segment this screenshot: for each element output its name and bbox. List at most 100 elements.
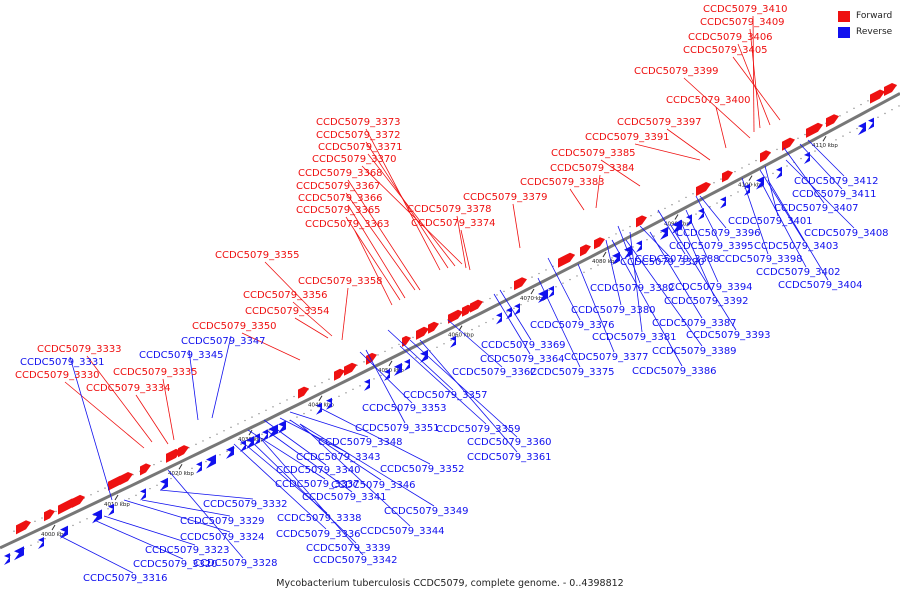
forward-gene-label[interactable]: CCDC5079_3365: [296, 205, 381, 216]
forward-gene-label[interactable]: CCDC5079_3397: [617, 117, 702, 128]
reverse-gene-label[interactable]: CCDC5079_3407: [774, 203, 859, 214]
forward-gene-label[interactable]: CCDC5079_3399: [634, 66, 719, 77]
reverse-gene-label[interactable]: CCDC5079_3364: [480, 354, 565, 365]
minor-tick: [345, 392, 347, 394]
reverse-gene-label[interactable]: CCDC5079_3345: [139, 350, 224, 361]
reverse-gene-label[interactable]: CCDC5079_3381: [592, 332, 677, 343]
forward-gene-label[interactable]: CCDC5079_3372: [316, 130, 401, 141]
reverse-gene-label[interactable]: CCDC5079_3398: [718, 254, 803, 265]
reverse-gene-label[interactable]: CCDC5079_3331: [20, 357, 105, 368]
reverse-gene-label[interactable]: CCDC5079_3328: [193, 558, 278, 569]
forward-gene-label[interactable]: CCDC5079_3370: [312, 154, 397, 165]
reverse-gene-label[interactable]: CCDC5079_3332: [203, 499, 288, 510]
forward-gene-label[interactable]: CCDC5079_3366: [298, 193, 383, 204]
reverse-gene-label[interactable]: CCDC5079_3369: [481, 340, 566, 351]
forward-gene-label[interactable]: CCDC5079_3379: [463, 192, 548, 203]
reverse-gene-label[interactable]: CCDC5079_3408: [804, 228, 889, 239]
forward-gene-label[interactable]: CCDC5079_3367: [296, 181, 381, 192]
reverse-gene-label[interactable]: CCDC5079_3323: [145, 545, 230, 556]
forward-gene-label[interactable]: CCDC5079_3371: [318, 142, 403, 153]
forward-gene-label[interactable]: CCDC5079_3374: [411, 218, 496, 229]
reverse-gene-label[interactable]: CCDC5079_3348: [318, 437, 403, 448]
forward-gene-label[interactable]: CCDC5079_3330: [15, 370, 100, 381]
reverse-gene-label[interactable]: CCDC5079_3316: [83, 573, 168, 584]
reverse-gene-label[interactable]: CCDC5079_3360: [467, 437, 552, 448]
reverse-gene-label[interactable]: CCDC5079_3361: [467, 452, 552, 463]
minor-tick: [713, 182, 715, 184]
forward-gene-label[interactable]: CCDC5079_3405: [683, 45, 768, 56]
forward-gene-label[interactable]: CCDC5079_3384: [550, 163, 635, 174]
reverse-gene-label[interactable]: CCDC5079_3340: [276, 465, 361, 476]
minor-tick: [891, 109, 893, 111]
forward-gene-label[interactable]: CCDC5079_3373: [316, 117, 401, 128]
reverse-gene-label[interactable]: CCDC5079_3346: [331, 480, 416, 491]
reverse-gene-label[interactable]: CCDC5079_3338: [277, 513, 362, 524]
minor-tick: [135, 494, 137, 497]
reverse-gene-label[interactable]: CCDC5079_3389: [652, 346, 737, 357]
reverse-gene-label[interactable]: CCDC5079_3337: [275, 479, 360, 490]
forward-leader-line: [460, 229, 471, 271]
forward-gene-label[interactable]: CCDC5079_3385: [551, 148, 636, 159]
forward-gene-label[interactable]: CCDC5079_3406: [688, 32, 773, 43]
reverse-gene-label[interactable]: CCDC5079_3392: [664, 296, 749, 307]
forward-gene-label[interactable]: CCDC5079_3355: [215, 250, 300, 261]
reverse-leader-line: [577, 263, 615, 353]
reverse-gene-label[interactable]: CCDC5079_3344: [360, 526, 445, 537]
forward-gene-label[interactable]: CCDC5079_3368: [298, 168, 383, 179]
reverse-gene-label[interactable]: CCDC5079_3388: [635, 254, 720, 265]
reverse-gene-label[interactable]: CCDC5079_3390: [620, 257, 705, 268]
reverse-gene-label[interactable]: CCDC5079_3403: [754, 241, 839, 252]
reverse-gene-label[interactable]: CCDC5079_3375: [530, 367, 615, 378]
reverse-gene-label[interactable]: CCDC5079_3401: [728, 216, 813, 227]
forward-gene-arrow: [594, 237, 605, 250]
forward-gene-label[interactable]: CCDC5079_3410: [703, 4, 788, 15]
reverse-gene-label[interactable]: CCDC5079_3382: [590, 283, 675, 294]
reverse-gene-label[interactable]: CCDC5079_3353: [362, 403, 447, 414]
forward-gene-label[interactable]: CCDC5079_3335: [113, 367, 198, 378]
forward-leader-line: [347, 179, 421, 291]
reverse-gene-label[interactable]: CCDC5079_3376: [530, 320, 615, 331]
forward-gene-label[interactable]: CCDC5079_3400: [666, 95, 751, 106]
forward-gene-label[interactable]: CCDC5079_3363: [305, 219, 390, 230]
reverse-gene-label[interactable]: CCDC5079_3351: [355, 423, 440, 434]
reverse-gene-label[interactable]: CCDC5079_3329: [180, 516, 265, 527]
forward-gene-label[interactable]: CCDC5079_3333: [37, 344, 122, 355]
reverse-gene-label[interactable]: CCDC5079_3386: [632, 366, 717, 377]
reverse-gene-label[interactable]: CCDC5079_3402: [756, 267, 841, 278]
reverse-gene-label[interactable]: CCDC5079_3343: [296, 452, 381, 463]
forward-gene-label[interactable]: CCDC5079_3391: [585, 132, 670, 143]
reverse-gene-label[interactable]: CCDC5079_3396: [676, 228, 761, 239]
reverse-gene-label[interactable]: CCDC5079_3336: [276, 529, 361, 540]
forward-gene-label[interactable]: CCDC5079_3378: [407, 204, 492, 215]
forward-gene-label[interactable]: CCDC5079_3358: [298, 276, 383, 287]
reverse-gene-label[interactable]: CCDC5079_3324: [180, 532, 265, 543]
reverse-gene-label[interactable]: CCDC5079_3380: [571, 305, 656, 316]
leader-layer: [59, 15, 855, 574]
reverse-gene-label[interactable]: CCDC5079_3404: [778, 280, 863, 291]
reverse-gene-label[interactable]: CCDC5079_3320: [133, 559, 218, 570]
reverse-gene-arrow: [254, 433, 260, 446]
reverse-gene-label[interactable]: CCDC5079_3357: [403, 390, 488, 401]
reverse-gene-label[interactable]: CCDC5079_3359: [436, 424, 521, 435]
reverse-gene-label[interactable]: CCDC5079_3339: [306, 543, 391, 554]
reverse-gene-label[interactable]: CCDC5079_3411: [792, 189, 877, 200]
reverse-gene-label[interactable]: CCDC5079_3352: [380, 464, 465, 475]
forward-gene-label[interactable]: CCDC5079_3354: [245, 306, 330, 317]
reverse-gene-label[interactable]: CCDC5079_3394: [668, 282, 753, 293]
reverse-gene-label[interactable]: CCDC5079_3395: [669, 241, 754, 252]
reverse-gene-label[interactable]: CCDC5079_3341: [302, 492, 387, 503]
forward-gene-label[interactable]: CCDC5079_3334: [86, 383, 171, 394]
reverse-gene-label[interactable]: CCDC5079_3393: [686, 330, 771, 341]
reverse-gene-label[interactable]: CCDC5079_3387: [652, 318, 737, 329]
reverse-gene-label[interactable]: CCDC5079_3349: [384, 506, 469, 517]
reverse-gene-label[interactable]: CCDC5079_3362: [452, 367, 537, 378]
minor-tick: [772, 172, 774, 175]
forward-gene-label[interactable]: CCDC5079_3409: [700, 17, 785, 28]
reverse-gene-label[interactable]: CCDC5079_3342: [313, 555, 398, 566]
reverse-gene-label[interactable]: CCDC5079_3377: [564, 352, 649, 363]
reverse-gene-label[interactable]: CCDC5079_3412: [794, 176, 879, 187]
forward-gene-label[interactable]: CCDC5079_3383: [520, 177, 605, 188]
forward-gene-label[interactable]: CCDC5079_3356: [243, 290, 328, 301]
forward-gene-label[interactable]: CCDC5079_3350: [192, 321, 277, 332]
reverse-gene-label[interactable]: CCDC5079_3347: [181, 336, 266, 347]
